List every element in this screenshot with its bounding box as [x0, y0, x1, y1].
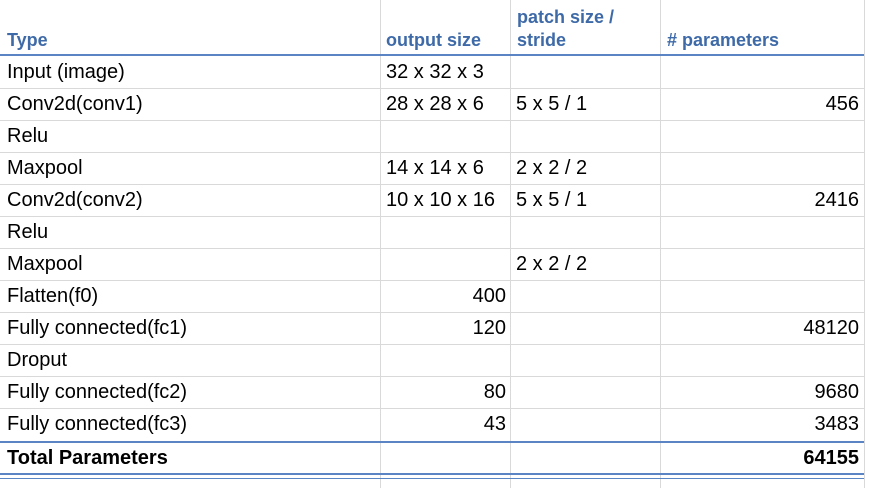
table-row: Maxpool 2 x 2 / 2 — [0, 249, 864, 281]
cell-type[interactable]: Flatten(f0) — [7, 285, 99, 307]
cell-params[interactable] — [662, 217, 859, 248]
cell-params[interactable] — [662, 121, 859, 152]
total-value[interactable]: 64155 — [803, 447, 859, 469]
table-row: Fully connected(fc3) 43 3483 — [0, 409, 864, 441]
cell-type[interactable]: Fully connected(fc3) — [7, 413, 188, 435]
table-row: Droput — [0, 345, 864, 377]
cell-patch[interactable] — [516, 57, 656, 88]
cell-params[interactable]: 3483 — [814, 413, 860, 435]
cell-params[interactable]: 2416 — [814, 189, 860, 211]
cell-type[interactable]: Maxpool — [7, 253, 83, 275]
cell-type[interactable]: Relu — [7, 125, 49, 147]
cell-output-size[interactable] — [386, 249, 506, 280]
cell-output-size[interactable]: 43 — [483, 413, 506, 435]
double-underline-top — [0, 473, 864, 475]
header-output-size[interactable]: output size — [386, 30, 481, 50]
cell-output-size[interactable]: 120 — [472, 317, 506, 339]
column-divider — [864, 0, 865, 488]
cell-patch[interactable]: 2 x 2 / 2 — [516, 253, 588, 275]
cell-type[interactable]: Conv2d(conv1) — [7, 93, 143, 115]
cell-type[interactable]: Droput — [7, 349, 68, 371]
table-row: Fully connected(fc2) 80 9680 — [0, 377, 864, 409]
cell-params[interactable] — [662, 345, 859, 376]
cell-output-size[interactable]: 28 x 28 x 6 — [386, 93, 484, 115]
cell-output-size[interactable]: 400 — [472, 285, 506, 307]
table-body: Input (image) 32 x 32 x 3 Conv2d(conv1) … — [0, 57, 864, 473]
table-header: Type output size patch size / stride # p… — [0, 0, 864, 56]
cell-params[interactable] — [662, 249, 859, 280]
cell-output-size[interactable] — [386, 217, 506, 248]
table-row: Conv2d(conv2) 10 x 10 x 16 5 x 5 / 1 241… — [0, 185, 864, 217]
table-row: Relu — [0, 217, 864, 249]
cell-patch[interactable] — [516, 313, 656, 344]
cell-params[interactable]: 9680 — [814, 381, 860, 403]
cell-output-size[interactable] — [386, 121, 506, 152]
cell-params[interactable] — [662, 281, 859, 312]
cell-type[interactable]: Conv2d(conv2) — [7, 189, 143, 211]
cell-patch[interactable] — [516, 377, 656, 408]
cell-type[interactable]: Relu — [7, 221, 49, 243]
cell-patch[interactable] — [516, 345, 656, 376]
table-row: Fully connected(fc1) 120 48120 — [0, 313, 864, 345]
cell-patch[interactable]: 5 x 5 / 1 — [516, 189, 588, 211]
cell-type[interactable]: Fully connected(fc1) — [7, 317, 188, 339]
cell-type[interactable]: Input (image) — [7, 61, 125, 83]
header-type[interactable]: Type — [7, 30, 48, 50]
column-divider — [510, 0, 511, 488]
header-patch-size-line2: stride — [517, 30, 567, 50]
table-row: Maxpool 14 x 14 x 6 2 x 2 / 2 — [0, 153, 864, 185]
cell-params[interactable]: 48120 — [803, 317, 859, 339]
table-row: Conv2d(conv1) 28 x 28 x 6 5 x 5 / 1 456 — [0, 89, 864, 121]
cell-patch[interactable]: 5 x 5 / 1 — [516, 93, 588, 115]
header-patch-size[interactable]: patch size / stride — [517, 6, 614, 52]
cell-patch[interactable] — [516, 217, 656, 248]
cell-patch[interactable]: 2 x 2 / 2 — [516, 157, 588, 179]
cell-output-size[interactable]: 14 x 14 x 6 — [386, 157, 484, 179]
cell-params[interactable]: 456 — [825, 93, 859, 115]
header-patch-size-line1: patch size / — [517, 7, 615, 27]
table-row: Flatten(f0) 400 — [0, 281, 864, 313]
column-divider — [660, 0, 661, 488]
header-parameters[interactable]: # parameters — [667, 30, 780, 50]
table-row: Relu — [0, 121, 864, 153]
cell-output-size[interactable]: 80 — [483, 381, 506, 403]
cell-params[interactable] — [662, 57, 859, 88]
cell-patch[interactable] — [516, 409, 656, 440]
cell-output-size[interactable]: 32 x 32 x 3 — [386, 61, 484, 83]
total-row: Total Parameters 64155 — [0, 441, 864, 473]
cell-output-size[interactable]: 10 x 10 x 16 — [386, 189, 495, 211]
column-divider — [380, 0, 381, 488]
cell-type[interactable]: Maxpool — [7, 157, 83, 179]
total-label[interactable]: Total Parameters — [7, 447, 168, 469]
cell-patch[interactable] — [516, 121, 656, 152]
cell-params[interactable] — [662, 153, 859, 184]
cell-type[interactable]: Fully connected(fc2) — [7, 381, 188, 403]
table-row: Input (image) 32 x 32 x 3 — [0, 57, 864, 89]
double-underline-bottom — [0, 478, 864, 479]
cell-patch[interactable] — [516, 281, 656, 312]
cell-output-size[interactable] — [386, 345, 506, 376]
